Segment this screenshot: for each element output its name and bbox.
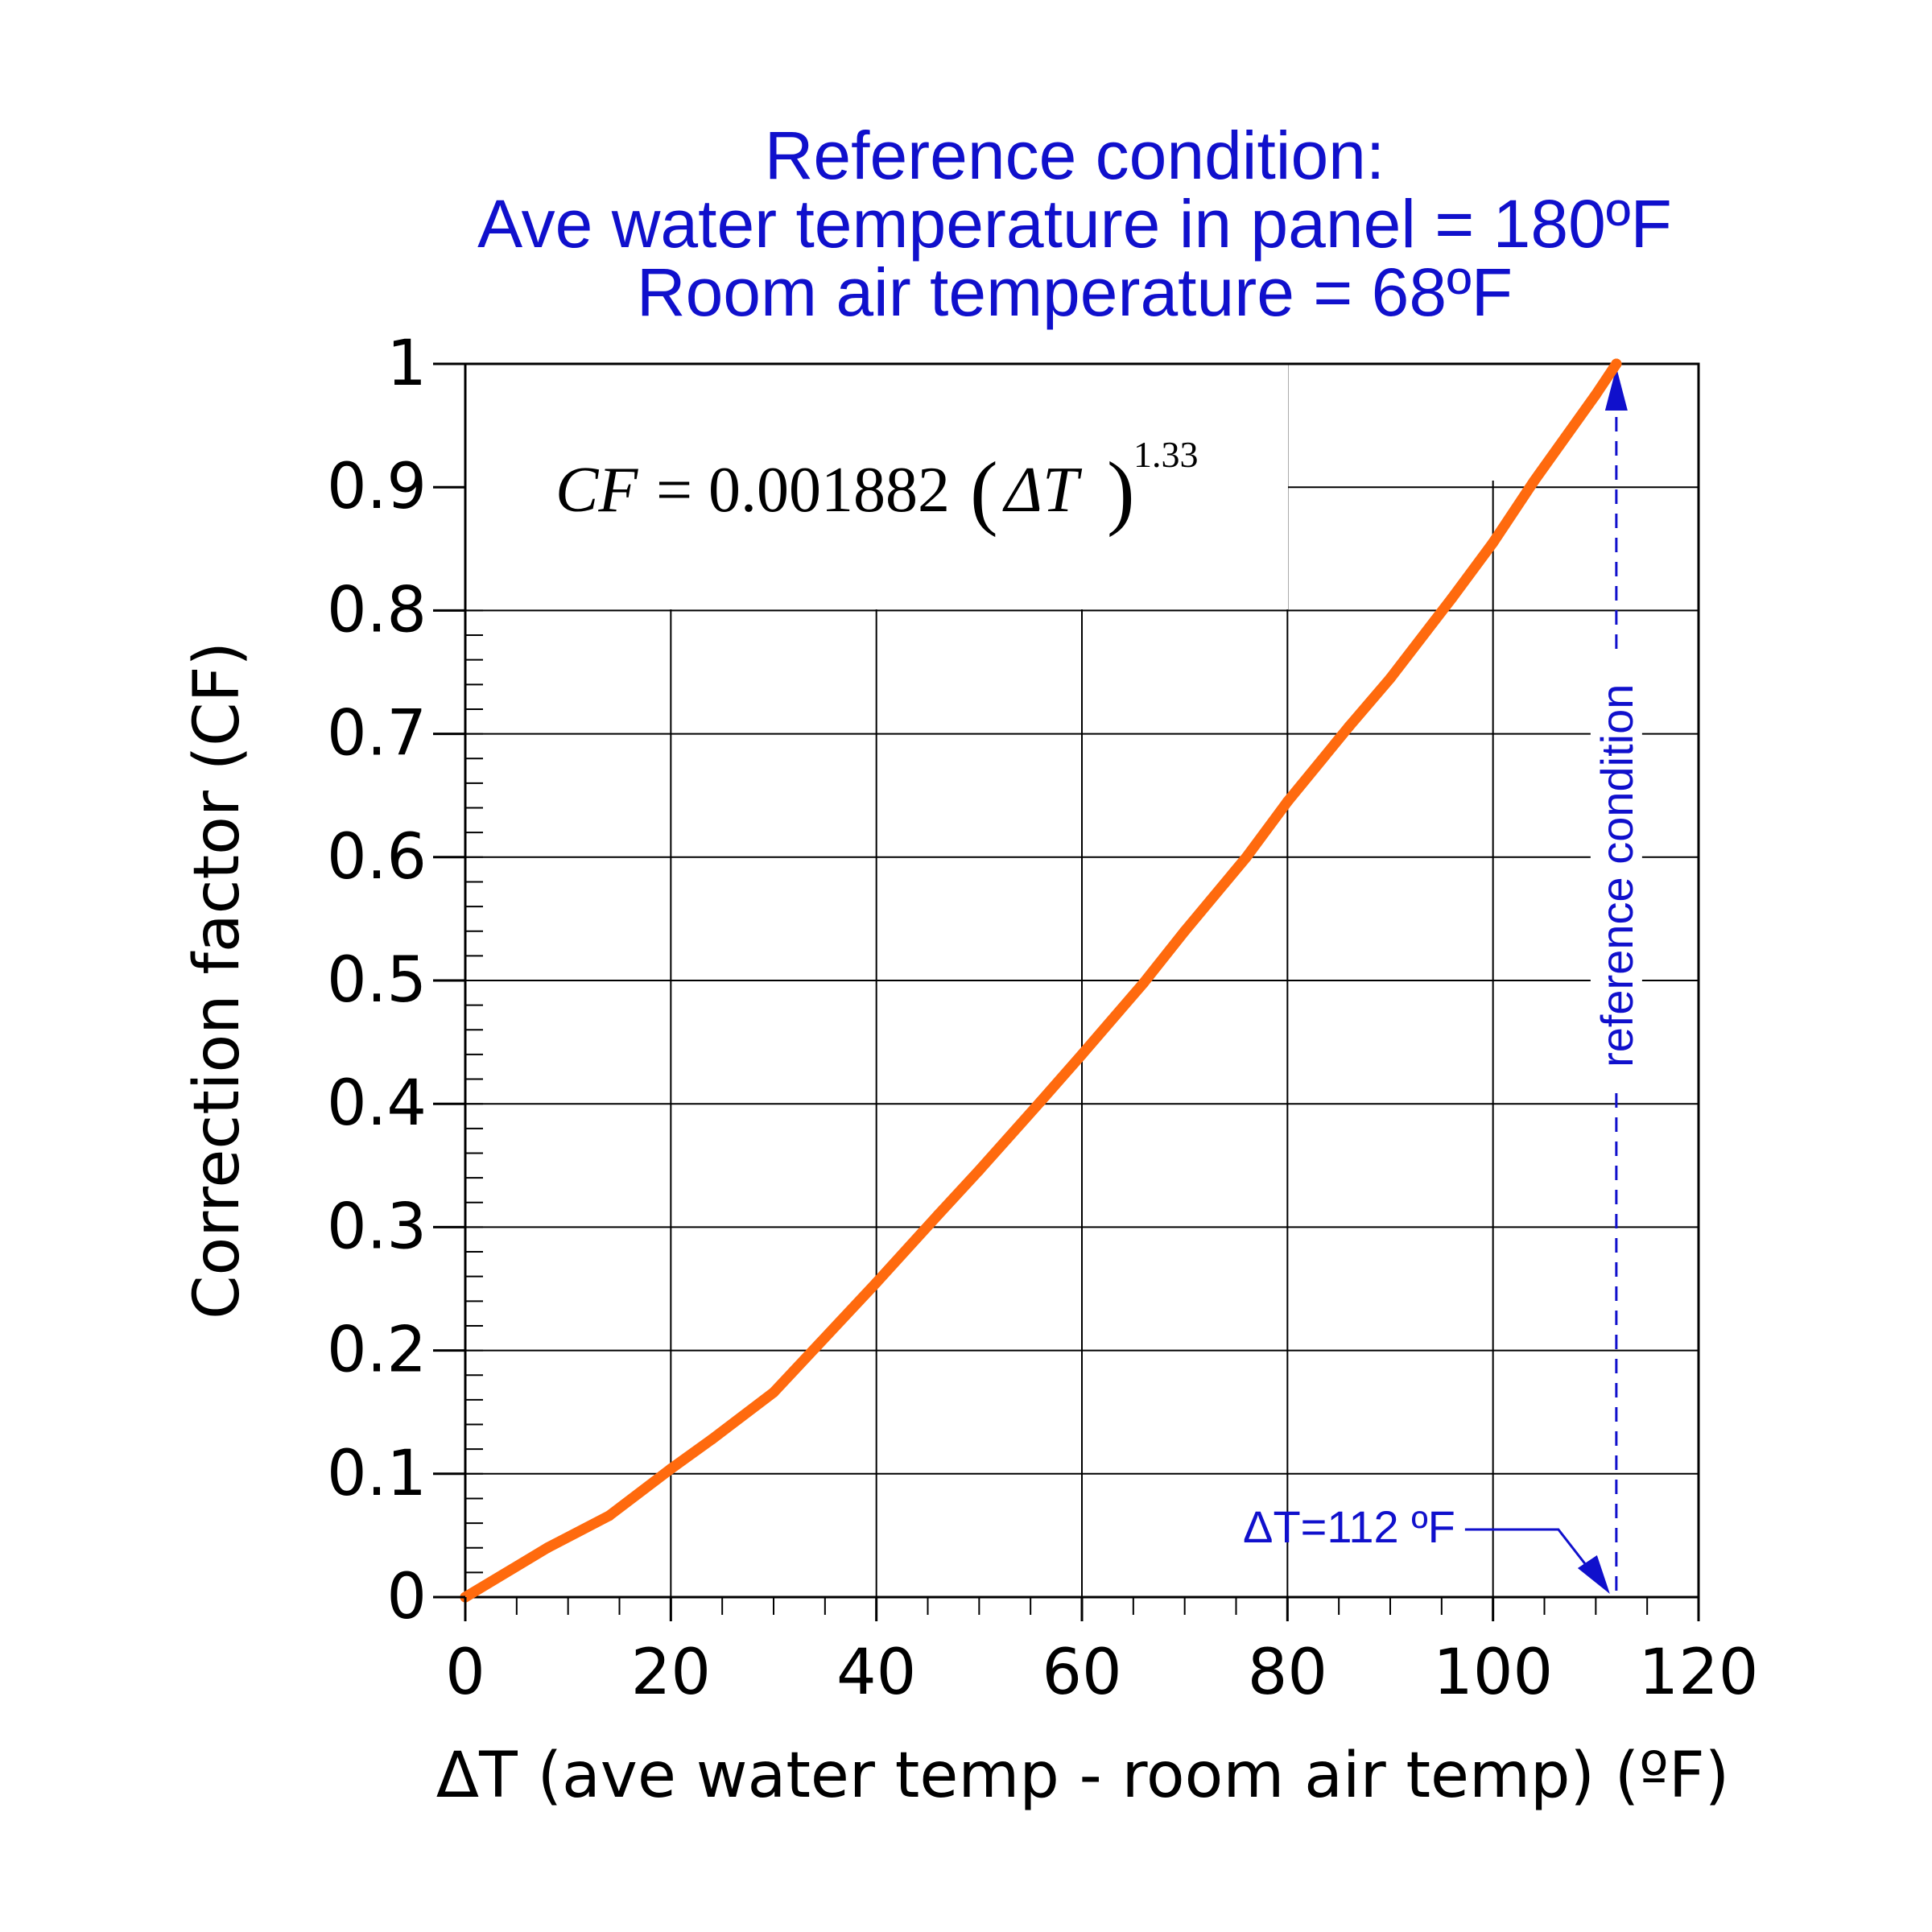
series-point	[665, 1463, 676, 1475]
y-tick-label: 0.2	[327, 1315, 427, 1387]
x-tick-label: 60	[1042, 1637, 1121, 1709]
formula-lhs: CF	[555, 455, 638, 526]
y-tick-label: 0	[386, 1561, 427, 1633]
formula-box-right	[1290, 364, 1700, 481]
formula-exponent: 1.33	[1133, 434, 1199, 475]
y-tick-label: 1	[386, 328, 427, 400]
y-tick-label: 0.8	[327, 574, 427, 646]
delta-t-label: ΔT=112 ºF	[1243, 1501, 1455, 1552]
series-point	[1385, 673, 1396, 684]
formula-box	[465, 364, 1288, 609]
formula: CF = 0.001882 ( ΔT ) 1.33	[555, 434, 1199, 538]
delta-t-arrowhead	[1577, 1555, 1610, 1594]
series-points	[460, 358, 1622, 1603]
x-axis-ticks: 0 20 40 60 80 100 120	[445, 1597, 1758, 1709]
x-tick-label: 20	[631, 1637, 711, 1709]
y-tick-label: 0.3	[327, 1191, 427, 1263]
y-axis-title: Correction factor (CF)	[181, 642, 254, 1319]
y-tick-label: 0.6	[327, 821, 427, 894]
series-point	[1488, 537, 1499, 548]
formula-equals: =	[656, 455, 692, 526]
chart-title-line-1: Reference condition:	[765, 118, 1385, 193]
series-line	[460, 358, 1622, 1603]
x-axis-title: ΔT (ave water temp - room air temp) (ºF)	[436, 1740, 1729, 1812]
series-point	[932, 1209, 943, 1220]
series-point	[1282, 796, 1293, 807]
y-axis-ticks: 0 0.1 0.2 0.3 0.4 0.5 0.6 0.7 0.8 0.9 1	[327, 328, 465, 1633]
formula-variable: ΔT	[1002, 455, 1083, 526]
chart-title-line-2: Ave water temperature in panel = 180ºF	[477, 186, 1672, 262]
x-tick-label: 80	[1248, 1637, 1327, 1709]
x-tick-label: 0	[445, 1637, 485, 1709]
series-point	[1076, 1049, 1088, 1060]
series-point	[1611, 358, 1622, 369]
reference-annotation: reference condition ΔT=112 ºF	[1243, 367, 1642, 1594]
formula-coefficient: 0.001882	[708, 455, 950, 526]
y-tick-label: 0.4	[327, 1067, 427, 1140]
series-point	[871, 1277, 882, 1288]
series-point	[768, 1387, 779, 1398]
series-point	[1447, 592, 1458, 604]
x-tick-label: 120	[1639, 1637, 1759, 1709]
series-point	[1138, 977, 1150, 989]
series-point	[973, 1165, 985, 1176]
y-tick-label: 0.1	[327, 1438, 427, 1510]
x-tick-label: 40	[836, 1637, 916, 1709]
series-point	[542, 1542, 553, 1554]
series-point	[1179, 926, 1191, 937]
y-tick-label: 0.5	[327, 944, 427, 1017]
reference-condition-label: reference condition	[1591, 684, 1642, 1067]
chart-title-line-3: Room air temperature = 68ºF	[637, 254, 1513, 330]
series-point	[1344, 720, 1355, 732]
series-point	[1529, 476, 1540, 487]
series-point	[1590, 389, 1601, 400]
reference-arrowhead-top	[1604, 367, 1628, 411]
y-tick-label: 0.7	[327, 698, 427, 770]
reference-label-background	[1590, 658, 1642, 1093]
y-tick-label: 0.9	[327, 451, 427, 523]
delta-t-leader-line	[1464, 1528, 1594, 1574]
series-point	[604, 1510, 615, 1521]
series-point	[706, 1434, 717, 1445]
formula-open-paren: (	[970, 445, 998, 538]
series-point	[1035, 1096, 1046, 1107]
x-tick-label: 100	[1433, 1637, 1553, 1709]
formula-close-paren: )	[1107, 445, 1135, 538]
series-point	[1241, 852, 1252, 863]
